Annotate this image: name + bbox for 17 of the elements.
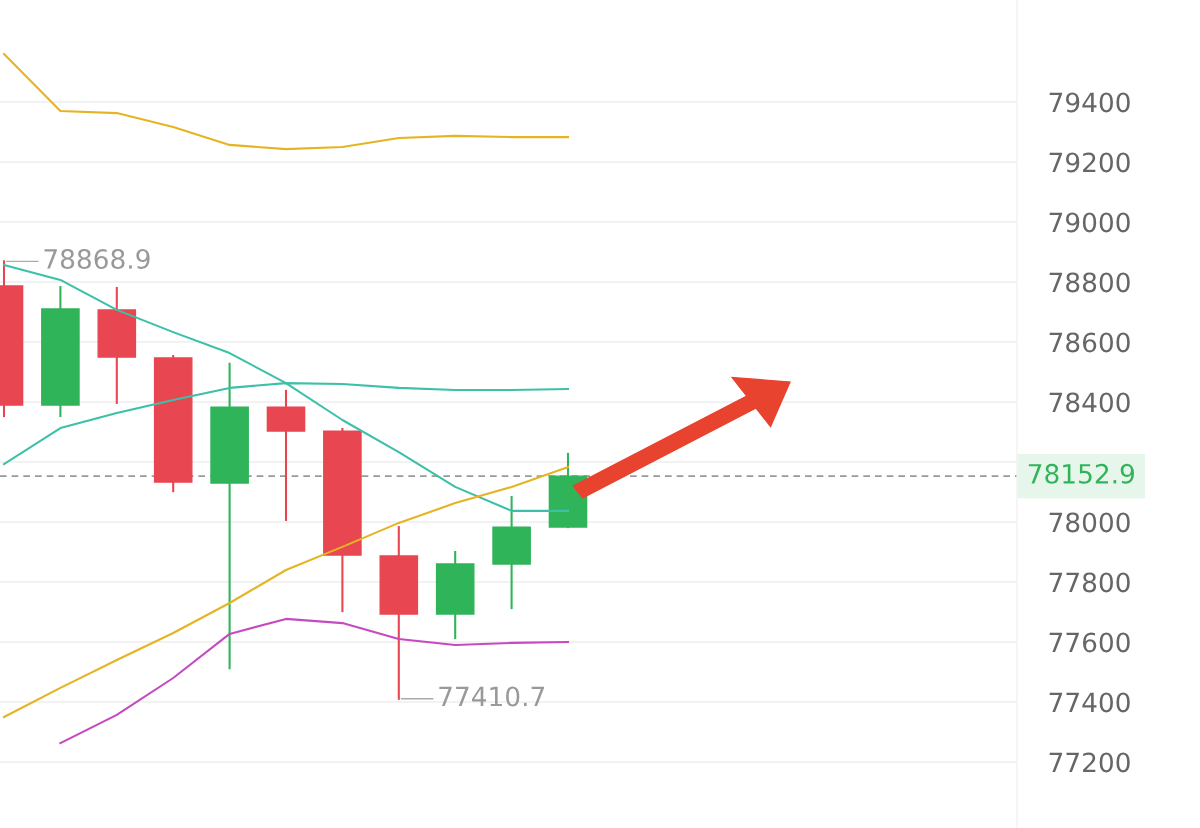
ref-line-label: 78152.9 xyxy=(1028,463,1134,484)
y-tick-label: 79200 xyxy=(1049,152,1130,173)
line-series xyxy=(59,617,570,745)
annotation: 78868.9 xyxy=(44,249,150,269)
y-tick-label: 78600 xyxy=(1049,332,1130,353)
y-tick-label: 78800 xyxy=(1049,272,1130,293)
y-tick-label: 77200 xyxy=(1049,752,1130,773)
line-series xyxy=(2,466,570,719)
y-tick-label: 79000 xyxy=(1049,212,1130,233)
line-series xyxy=(2,52,570,151)
y-tick-label: 77800 xyxy=(1049,572,1130,593)
y-tick-label: 78400 xyxy=(1049,392,1130,413)
y-tick-label: 77400 xyxy=(1049,692,1130,713)
annotation: 77410.7 xyxy=(439,686,545,707)
y-tick-label: 78000 xyxy=(1049,512,1130,533)
y-tick-label: 79400 xyxy=(1049,92,1130,113)
y-tick-label: 77600 xyxy=(1049,632,1130,653)
